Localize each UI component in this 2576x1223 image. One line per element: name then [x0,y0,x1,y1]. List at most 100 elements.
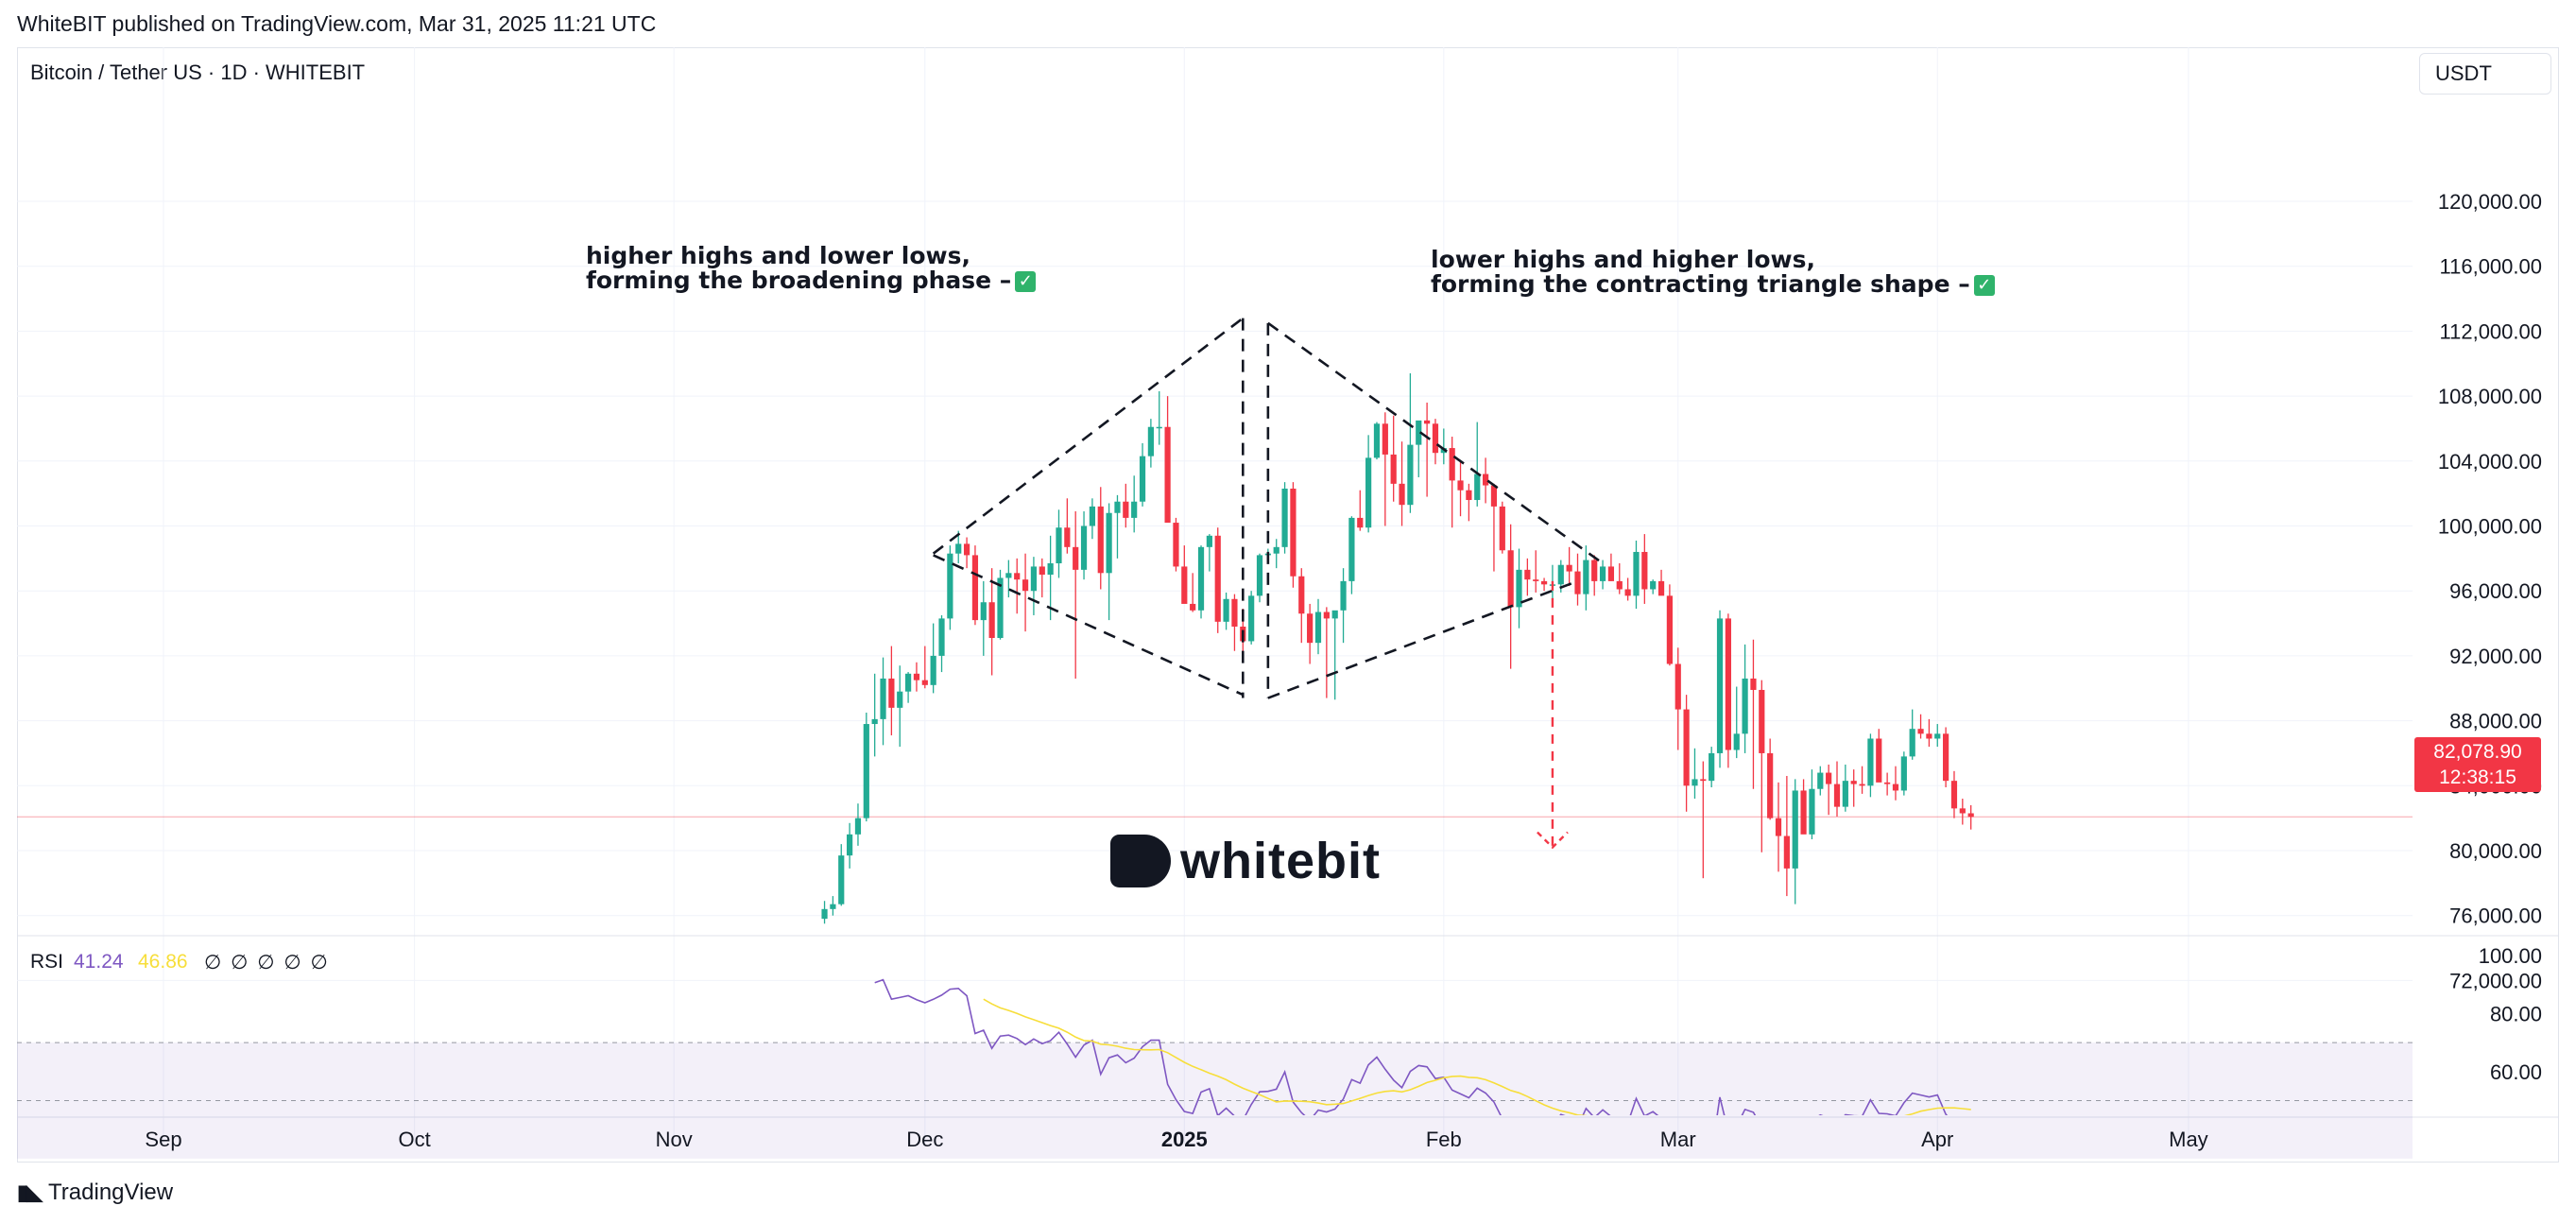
x-tick-label: Apr [1921,1128,1953,1151]
rsi-legend-label[interactable]: RSI [30,951,64,973]
symbol-title[interactable]: Bitcoin / Tether US · 1D · WHITEBIT [30,60,366,84]
y-tick-label: 104,000.00 [2438,450,2542,474]
candle-body [1382,423,1388,455]
candle-body [1197,546,1205,611]
candle-body [1826,772,1832,784]
candle-body [1281,488,1288,547]
candle-body [1181,566,1188,604]
candle-body [1106,512,1112,574]
time-axis: Sep Oct Nov Dec 2025 Feb Mar Apr May [145,1128,2207,1151]
candle-body [921,680,928,685]
candle-body [1139,456,1146,502]
rsi-ma-value: 46.86 [138,951,188,973]
x-tick-label: Nov [656,1128,693,1151]
candle-body [1056,527,1062,564]
pattern-drawings [932,317,1604,850]
rsi-tick-label: 80.00 [2490,1002,2542,1025]
candle-body [1424,420,1431,424]
candle-body [1759,689,1765,753]
currency-selector[interactable]: USDT [2419,53,2551,95]
candle-body [1231,598,1238,627]
rsi-line [874,978,1949,1115]
candle-body [1657,580,1665,596]
published-header: WhiteBIT published on TradingView.com, M… [17,11,657,36]
candle-body [1700,779,1707,782]
candle-body [1373,423,1381,458]
candle-body [1123,501,1129,518]
y-tick-label: 92,000.00 [2449,645,2542,668]
price-axis: 120,000.00 116,000.00 112,000.00 108,000.00… [2438,190,2542,992]
candle-body [1909,729,1915,757]
candle-body [1591,560,1598,581]
bar-countdown: 12:38:15 [2439,767,2516,788]
rsi-panel: 100.00 80.00 60.00 [17,944,2542,1159]
candle-body [1290,488,1297,577]
rsi-extra-values: ∅ ∅ ∅ ∅ ∅ [204,952,330,973]
candle-body [821,908,828,920]
candle-body [904,673,912,692]
candle-body [971,555,979,621]
candle-body [1499,506,1505,551]
candle-body [763,990,768,1005]
candle-body [1783,835,1790,869]
candle-body [1557,564,1564,585]
candle-body [1080,525,1088,570]
candle-body [1800,790,1807,835]
candle-body [963,543,970,556]
candle-body [980,602,987,621]
check-icon: ✓ [1015,271,1037,292]
pattern-trendline [932,317,1245,555]
candle-body [1943,733,1949,782]
candle-body [1583,560,1589,594]
candle-body [1147,426,1154,456]
candle-body [1014,573,1021,580]
annotation-contracting-line1: lower highs and higher lows, [1431,246,1816,273]
candle-body [863,724,869,818]
candle-body [1507,550,1514,608]
candle-body [1934,733,1941,739]
candle-body [1190,603,1196,611]
candle-body [1674,663,1681,710]
candle-body [1599,566,1606,581]
candle-body [1917,729,1924,734]
candle-body [1256,555,1263,596]
candle-body [1307,613,1314,644]
candle-body [1331,610,1338,619]
candle-body [1365,457,1372,528]
candle-body [888,678,895,708]
candle-body [1416,420,1422,445]
whitebit-logo-icon [1110,835,1171,887]
tradingview-footer[interactable]: ▮◣ TradingView [17,1180,173,1206]
candle-body [1742,678,1748,734]
candle-body [1624,589,1631,596]
candle-body [1466,490,1472,501]
annotation-contracting: lower highs and higher lows, forming the… [1431,248,1995,297]
candle-body [1273,546,1279,554]
candle-body [1089,506,1096,526]
candle-body [1449,448,1455,481]
candle-body [1248,595,1255,642]
candle-body [1959,808,1966,814]
candle-body [1876,738,1882,783]
candle-body [1348,517,1355,581]
candle-body [1131,501,1138,518]
pattern-trendline [1267,579,1578,699]
pattern-trendline [1267,321,1604,565]
candle-body [1298,576,1305,614]
annotation-broadening-line2: forming the broadening phase – [586,267,1012,294]
candle-body [1064,527,1071,547]
candle-body [1482,474,1489,486]
candle-body [1833,784,1841,807]
candle-body [1666,595,1673,664]
candle-body [755,975,761,990]
candle-body [830,904,836,909]
candle-body [1633,551,1640,596]
candle-body [1516,569,1522,608]
y-tick-label: 76,000.00 [2449,904,2542,928]
candle-body [1859,784,1865,786]
annotation-contracting-line2: forming the contracting triangle shape – [1431,270,1970,298]
x-tick-label: Sep [145,1128,181,1151]
tradingview-logo-icon: ▮◣ [17,1180,43,1204]
candle-body [1616,580,1623,590]
